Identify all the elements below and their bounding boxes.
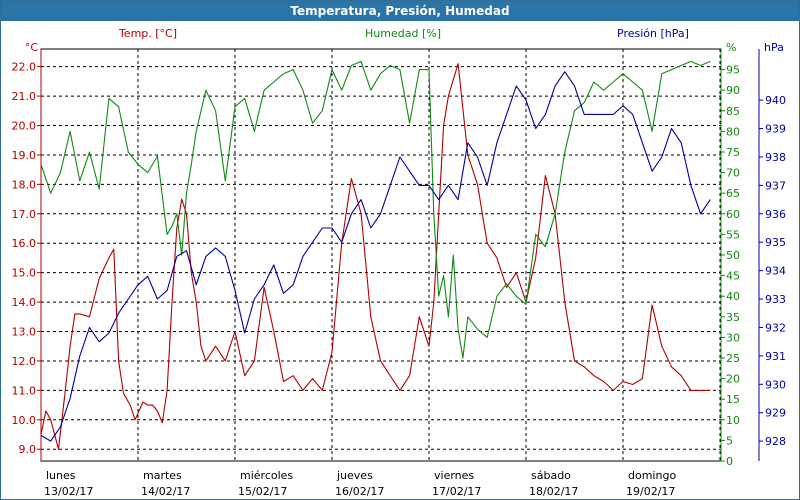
pressure-series-line [40,71,711,442]
hum-tick-label: 5 [726,434,733,447]
hum-tick-label: 45 [726,270,740,283]
hum-tick-label: 0 [726,455,733,468]
hum-tick-label: 25 [726,352,740,365]
temp-tick-label: 17.0 [12,208,37,221]
hum-tick-label: 15 [726,393,740,406]
pres-tick-label: 938 [765,151,786,164]
pres-axis-label: Presión [hPa] [617,27,689,40]
x-tick-date-label: 17/02/17 [432,485,481,498]
x-tick-date-label: 19/02/17 [626,485,675,498]
temp-tick-label: 12.0 [12,355,37,368]
pres-tick-label: 928 [765,435,786,448]
humidity-series-line [40,60,711,359]
temp-tick-label: 22.0 [12,61,37,74]
x-tick-date-label: 16/02/17 [335,485,384,498]
hum-tick-label: 55 [726,228,740,241]
x-tick-day-label: lunes [46,469,76,482]
hum-tick-label: 95 [726,64,740,77]
hum-unit-label: % [726,41,736,54]
temp-tick-label: 15.0 [12,267,37,280]
pres-tick-label: 937 [765,179,786,192]
pres-tick-label: 933 [765,293,786,306]
hum-tick-label: 80 [726,125,740,138]
x-tick-date-label: 18/02/17 [529,485,578,498]
temp-tick-label: 21.0 [12,90,37,103]
temp-tick-label: 11.0 [12,384,37,397]
pres-tick-label: 932 [765,321,786,334]
temp-tick-label: 18.0 [12,178,37,191]
temp-unit-label: °C [25,41,39,54]
temp-tick-label: 14.0 [12,296,37,309]
x-tick-day-label: sábado [531,469,571,482]
hum-tick-label: 75 [726,146,740,159]
hum-tick-label: 35 [726,311,740,324]
pres-unit-label: hPa [764,41,784,54]
hum-tick-label: 70 [726,167,740,180]
plot-border [40,48,722,462]
hum-tick-label: 40 [726,290,740,303]
x-tick-day-label: jueves [336,469,373,482]
x-tick-day-label: viernes [434,469,474,482]
hum-tick-label: 20 [726,373,740,386]
x-tick-day-label: miércoles [240,469,293,482]
temp-tick-label: 19.0 [12,149,37,162]
pres-tick-label: 930 [765,378,786,391]
pres-tick-label: 936 [765,208,786,221]
x-tick-day-label: domingo [628,469,676,482]
hum-tick-label: 50 [726,249,740,262]
temp-tick-label: 16.0 [12,237,37,250]
pres-tick-label: 929 [765,407,786,420]
temp-axis-label: Temp. [°C] [118,27,177,40]
temp-tick-label: 10.0 [12,414,37,427]
hum-tick-label: 85 [726,105,740,118]
x-tick-date-label: 14/02/17 [141,485,190,498]
pres-tick-label: 931 [765,350,786,363]
pres-tick-label: 935 [765,236,786,249]
hum-tick-label: 60 [726,208,740,221]
x-tick-date-label: 15/02/17 [238,485,287,498]
pres-tick-label: 939 [765,123,786,136]
temp-tick-label: 13.0 [12,326,37,339]
pres-tick-label: 940 [765,94,786,107]
hum-tick-label: 10 [726,414,740,427]
hum-axis-label: Humedad [%] [365,27,441,40]
pres-tick-label: 934 [765,265,786,278]
temp-tick-label: 9.0 [19,443,37,456]
temp-tick-label: 20.0 [12,120,37,133]
hum-tick-label: 30 [726,331,740,344]
chart-title: Temperatura, Presión, Humedad [1,1,799,21]
temp-series-line [40,63,711,450]
x-tick-date-label: 13/02/17 [44,485,93,498]
x-tick-day-label: martes [143,469,182,482]
hum-tick-label: 90 [726,84,740,97]
hum-tick-label: 65 [726,187,740,200]
